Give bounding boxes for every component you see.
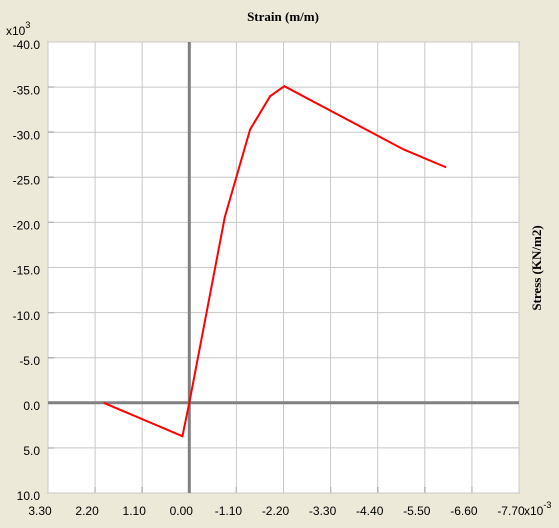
y-tick-label: 0.0 bbox=[23, 399, 40, 413]
x-tick-label: -3.30 bbox=[309, 504, 337, 518]
y-multiplier-exp: 3 bbox=[25, 20, 30, 30]
x-multiplier-base: x10 bbox=[524, 504, 544, 518]
y-tick-label: -25.0 bbox=[13, 173, 41, 187]
y-tick-label: 5.0 bbox=[23, 444, 40, 458]
x-tick-label: 0.00 bbox=[170, 504, 194, 518]
x-tick-label: 1.10 bbox=[123, 504, 147, 518]
y-tick-label: -30.0 bbox=[13, 128, 41, 142]
y-tick-label: -5.0 bbox=[19, 354, 40, 368]
x-tick-label: -1.10 bbox=[215, 504, 243, 518]
x-tick-label: -4.40 bbox=[356, 504, 384, 518]
y-tick-label: -15.0 bbox=[13, 264, 41, 278]
x-tick-label: -6.60 bbox=[450, 504, 478, 518]
x-tick-label: 2.20 bbox=[75, 504, 99, 518]
x-multiplier-exp: -3 bbox=[543, 500, 551, 510]
y-axis-label: Stress (KN/m2) bbox=[529, 225, 544, 310]
y-tick-label: -35.0 bbox=[13, 83, 41, 97]
x-tick-label: -7.70 bbox=[497, 504, 525, 518]
chart-title: Strain (m/m) bbox=[247, 9, 319, 24]
x-multiplier: x10-3 bbox=[524, 500, 551, 518]
x-tick-label: -2.20 bbox=[262, 504, 290, 518]
x-tick-label: -5.50 bbox=[403, 504, 431, 518]
y-tick-label: -40.0 bbox=[13, 38, 41, 52]
data-line bbox=[103, 85, 447, 438]
y-tick-label: -20.0 bbox=[13, 219, 41, 233]
y-multiplier-base: x10 bbox=[6, 24, 26, 38]
x-tick-label: 3.30 bbox=[28, 504, 52, 518]
y-multiplier: x103 bbox=[6, 20, 30, 38]
y-tick-label: 10.0 bbox=[17, 489, 41, 503]
y-tick-label: -10.0 bbox=[13, 309, 41, 323]
